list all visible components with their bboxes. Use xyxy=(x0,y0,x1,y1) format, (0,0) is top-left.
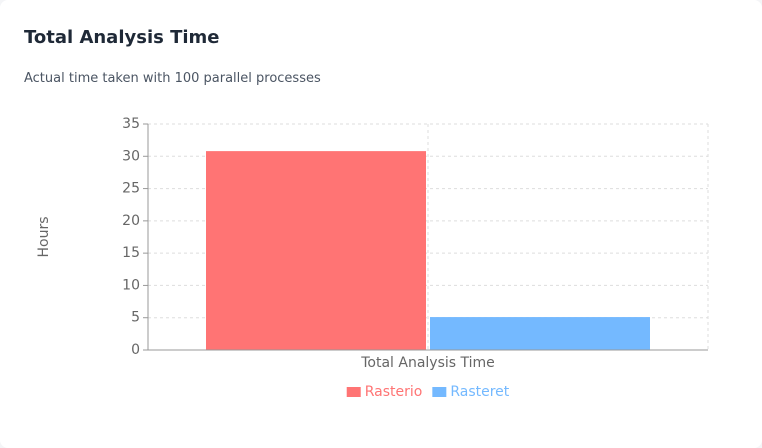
legend-item: Rasteret xyxy=(432,384,510,400)
y-tick-label: 15 xyxy=(122,245,140,261)
bar xyxy=(206,151,426,350)
legend-label: Rasteret xyxy=(450,384,509,400)
chart-title: Total Analysis Time xyxy=(24,27,220,48)
chart-subtitle: Actual time taken with 100 parallel proc… xyxy=(24,71,321,86)
y-tick-label: 20 xyxy=(122,213,140,229)
y-tick-label: 35 xyxy=(122,116,140,132)
y-tick-label: 0 xyxy=(131,342,140,358)
y-tick-label: 30 xyxy=(122,148,140,164)
y-tick-label: 5 xyxy=(131,310,140,326)
x-tick-label: Total Analysis Time xyxy=(360,355,495,371)
y-tick-label: 10 xyxy=(122,277,140,293)
legend-swatch xyxy=(432,387,447,397)
bar xyxy=(430,317,650,350)
legend-label: Rasterio xyxy=(365,384,423,400)
legend-swatch xyxy=(346,387,361,397)
y-tick-label: 25 xyxy=(122,181,140,197)
y-axis-label: Hours xyxy=(36,216,52,257)
legend-item: Rasterio xyxy=(346,384,423,400)
